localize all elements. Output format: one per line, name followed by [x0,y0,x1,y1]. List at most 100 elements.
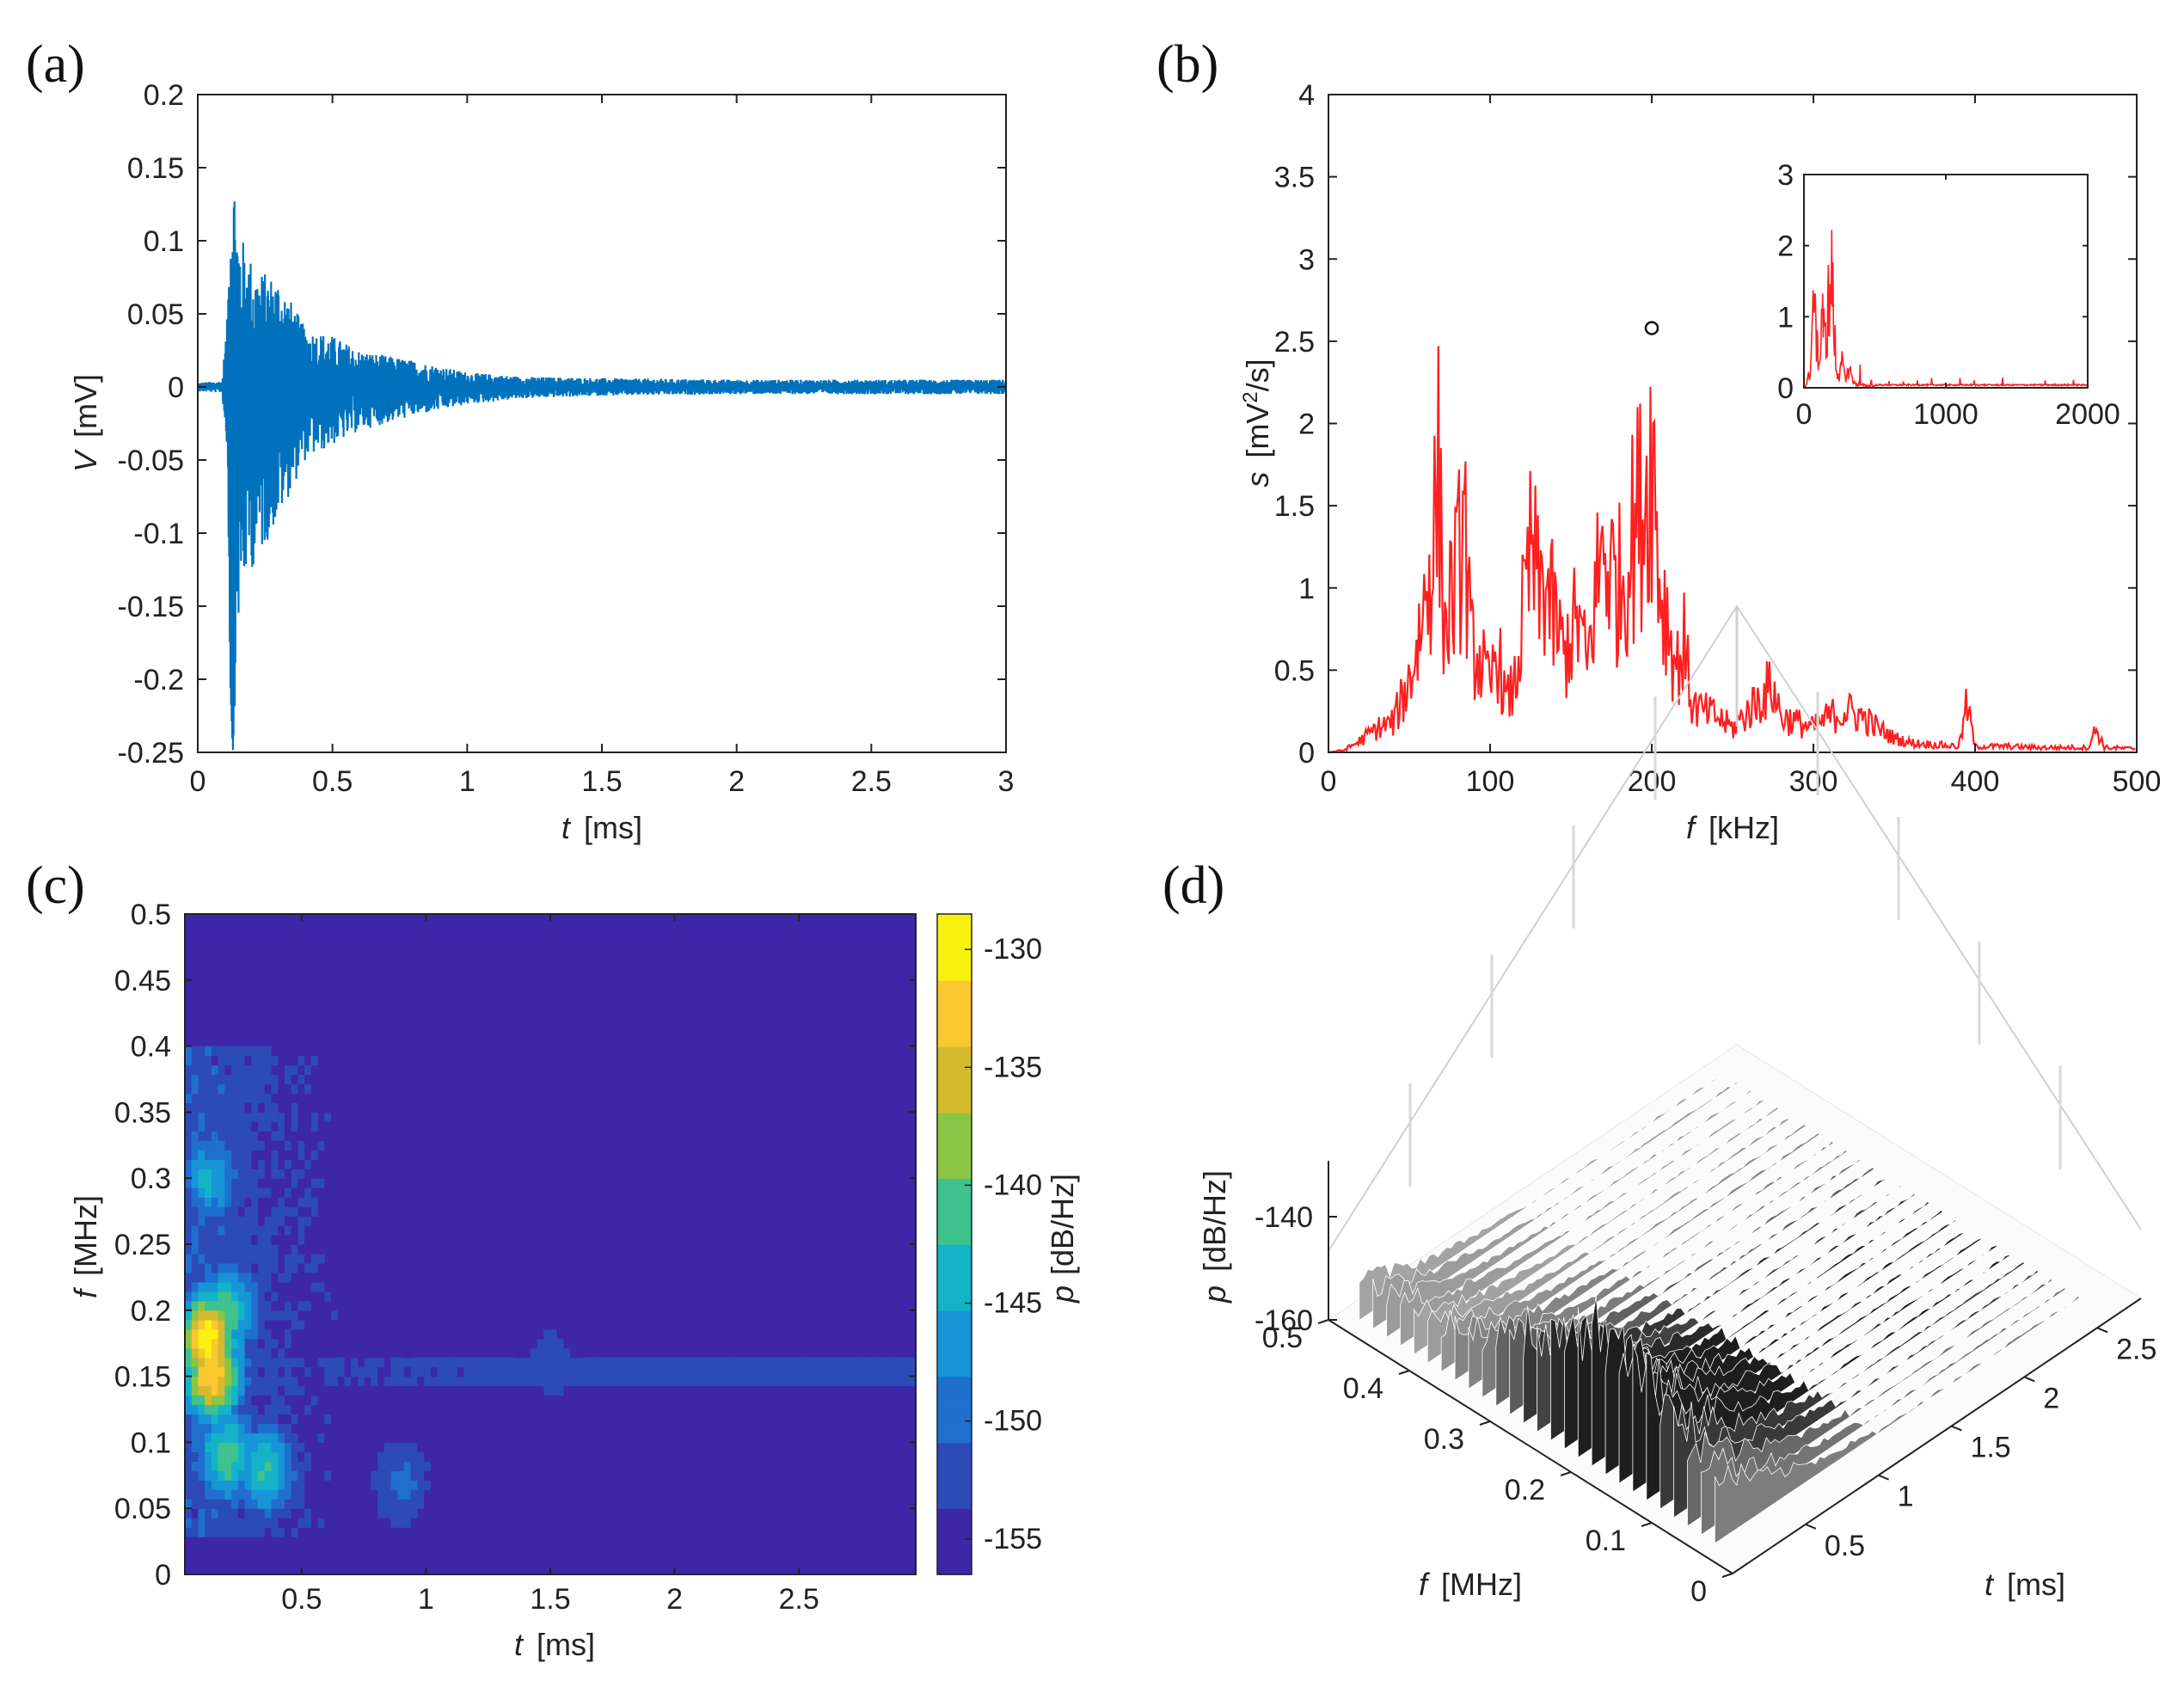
heatmap-cell [284,1102,292,1113]
heatmap-cell [237,1206,246,1217]
heatmap-cell [371,1055,378,1066]
colorbar-swatch [937,963,972,970]
heatmap-cell [371,1357,378,1368]
heatmap-cell [344,1064,352,1076]
heatmap-cell [284,1470,292,1481]
heatmap-cell [185,1451,193,1462]
heatmap-cell [271,1291,279,1302]
heatmap-cell [331,1244,339,1255]
heatmap-cell [324,1423,332,1434]
heatmap-cell [211,1442,219,1452]
heatmap-cell [291,1328,298,1340]
heatmap-cell [278,1328,285,1340]
heatmap-cell [211,1527,219,1537]
heatmap-cell [304,1518,312,1528]
heatmap-cell [351,1404,359,1415]
heatmap-cell [291,1347,298,1359]
heatmap-cell [344,1216,352,1226]
colorbar-swatch [937,1502,972,1509]
heatmap-cell [185,1376,193,1387]
heatmap-cell [211,1131,219,1141]
heatmap-cell [563,1385,571,1396]
heatmap-cell [231,1262,239,1273]
heatmap-cell [271,1442,279,1452]
heatmap-cell [218,1102,225,1113]
spectrum-line [1328,346,2136,754]
heatmap-cell [390,1499,398,1509]
heatmap-cell [198,1433,206,1443]
heatmap-cell [237,1112,246,1122]
heatmap-cell [298,1404,305,1415]
x-tick-label: 2 [666,1583,683,1616]
heatmap-cell [264,1328,272,1340]
heatmap-cell [284,1395,292,1406]
heatmap-cell [377,1319,385,1330]
heatmap-cell [231,1093,239,1104]
heatmap-cell [351,1197,359,1207]
heatmap-cell [324,1074,332,1085]
heatmap-cell [324,1150,332,1160]
heatmap-cell [337,1423,345,1434]
heatmap-cell [271,1300,279,1311]
heatmap-cell [829,1366,837,1377]
heatmap-cell [550,1395,558,1406]
heatmap-cell [185,1499,193,1509]
heatmap-cell [331,1291,339,1302]
heatmap-cell [264,1254,272,1264]
heatmap-cell [317,1385,325,1396]
heatmap-cell [383,1338,392,1349]
heatmap-cell [191,1225,199,1236]
heatmap-cell [410,1518,418,1528]
heatmap-cell [324,1376,332,1387]
surface-ridge [1618,1237,1985,1484]
heatmap-cell [211,1187,219,1198]
heatmap-cell [237,1216,246,1226]
heatmap-cell [264,1281,272,1292]
heatmap-cell [278,1169,285,1179]
heatmap-cell [351,1272,359,1283]
heatmap-cell [377,1423,385,1434]
heatmap-cell [205,1404,212,1415]
heatmap-cell [390,1272,398,1283]
heatmap-cell [310,1046,319,1057]
heatmap-cell [795,1357,804,1368]
heatmap-cell [324,1291,332,1302]
heatmap-cell [264,1423,272,1434]
colorbar-swatch [937,1272,972,1279]
heatmap-cell [430,1112,439,1122]
heatmap-cell [271,1046,279,1057]
heatmap-cell [364,1366,371,1377]
heatmap-cell [271,1319,279,1330]
heatmap-cell [251,1169,259,1179]
heatmap-cell [264,1169,272,1179]
heatmap-cell [284,1121,292,1132]
heatmap-cell [237,1499,246,1509]
heatmap-cell [185,1235,193,1245]
heatmap-cell [397,1206,405,1217]
heatmap-cell [397,1508,405,1518]
heatmap-cell [198,1347,206,1359]
heatmap-cell [304,1470,312,1481]
heatmap-cell [264,1480,272,1490]
heatmap-cell [364,1527,371,1537]
heatmap-cell [198,1366,206,1377]
heatmap-cell [351,1470,359,1481]
heatmap-cell [298,1169,305,1179]
heatmap-cell [344,1093,352,1104]
colorbar-swatch [937,1348,972,1355]
heatmap-cell [337,1461,345,1471]
heatmap-cell [231,1366,239,1377]
heatmap-cell [231,1499,239,1509]
heatmap-cell [530,1338,538,1349]
heatmap-cell [337,1470,345,1481]
heatmap-cell [397,1423,405,1434]
colorbar-swatch [937,1249,972,1256]
heatmap-cell [337,1433,345,1443]
heatmap-cell [224,1169,232,1179]
heatmap-cell [198,1518,206,1528]
heatmap-cell [530,1395,538,1406]
heatmap-cell [278,1508,285,1518]
heatmap-cell [237,1423,246,1434]
heatmap-cell [537,1338,544,1349]
